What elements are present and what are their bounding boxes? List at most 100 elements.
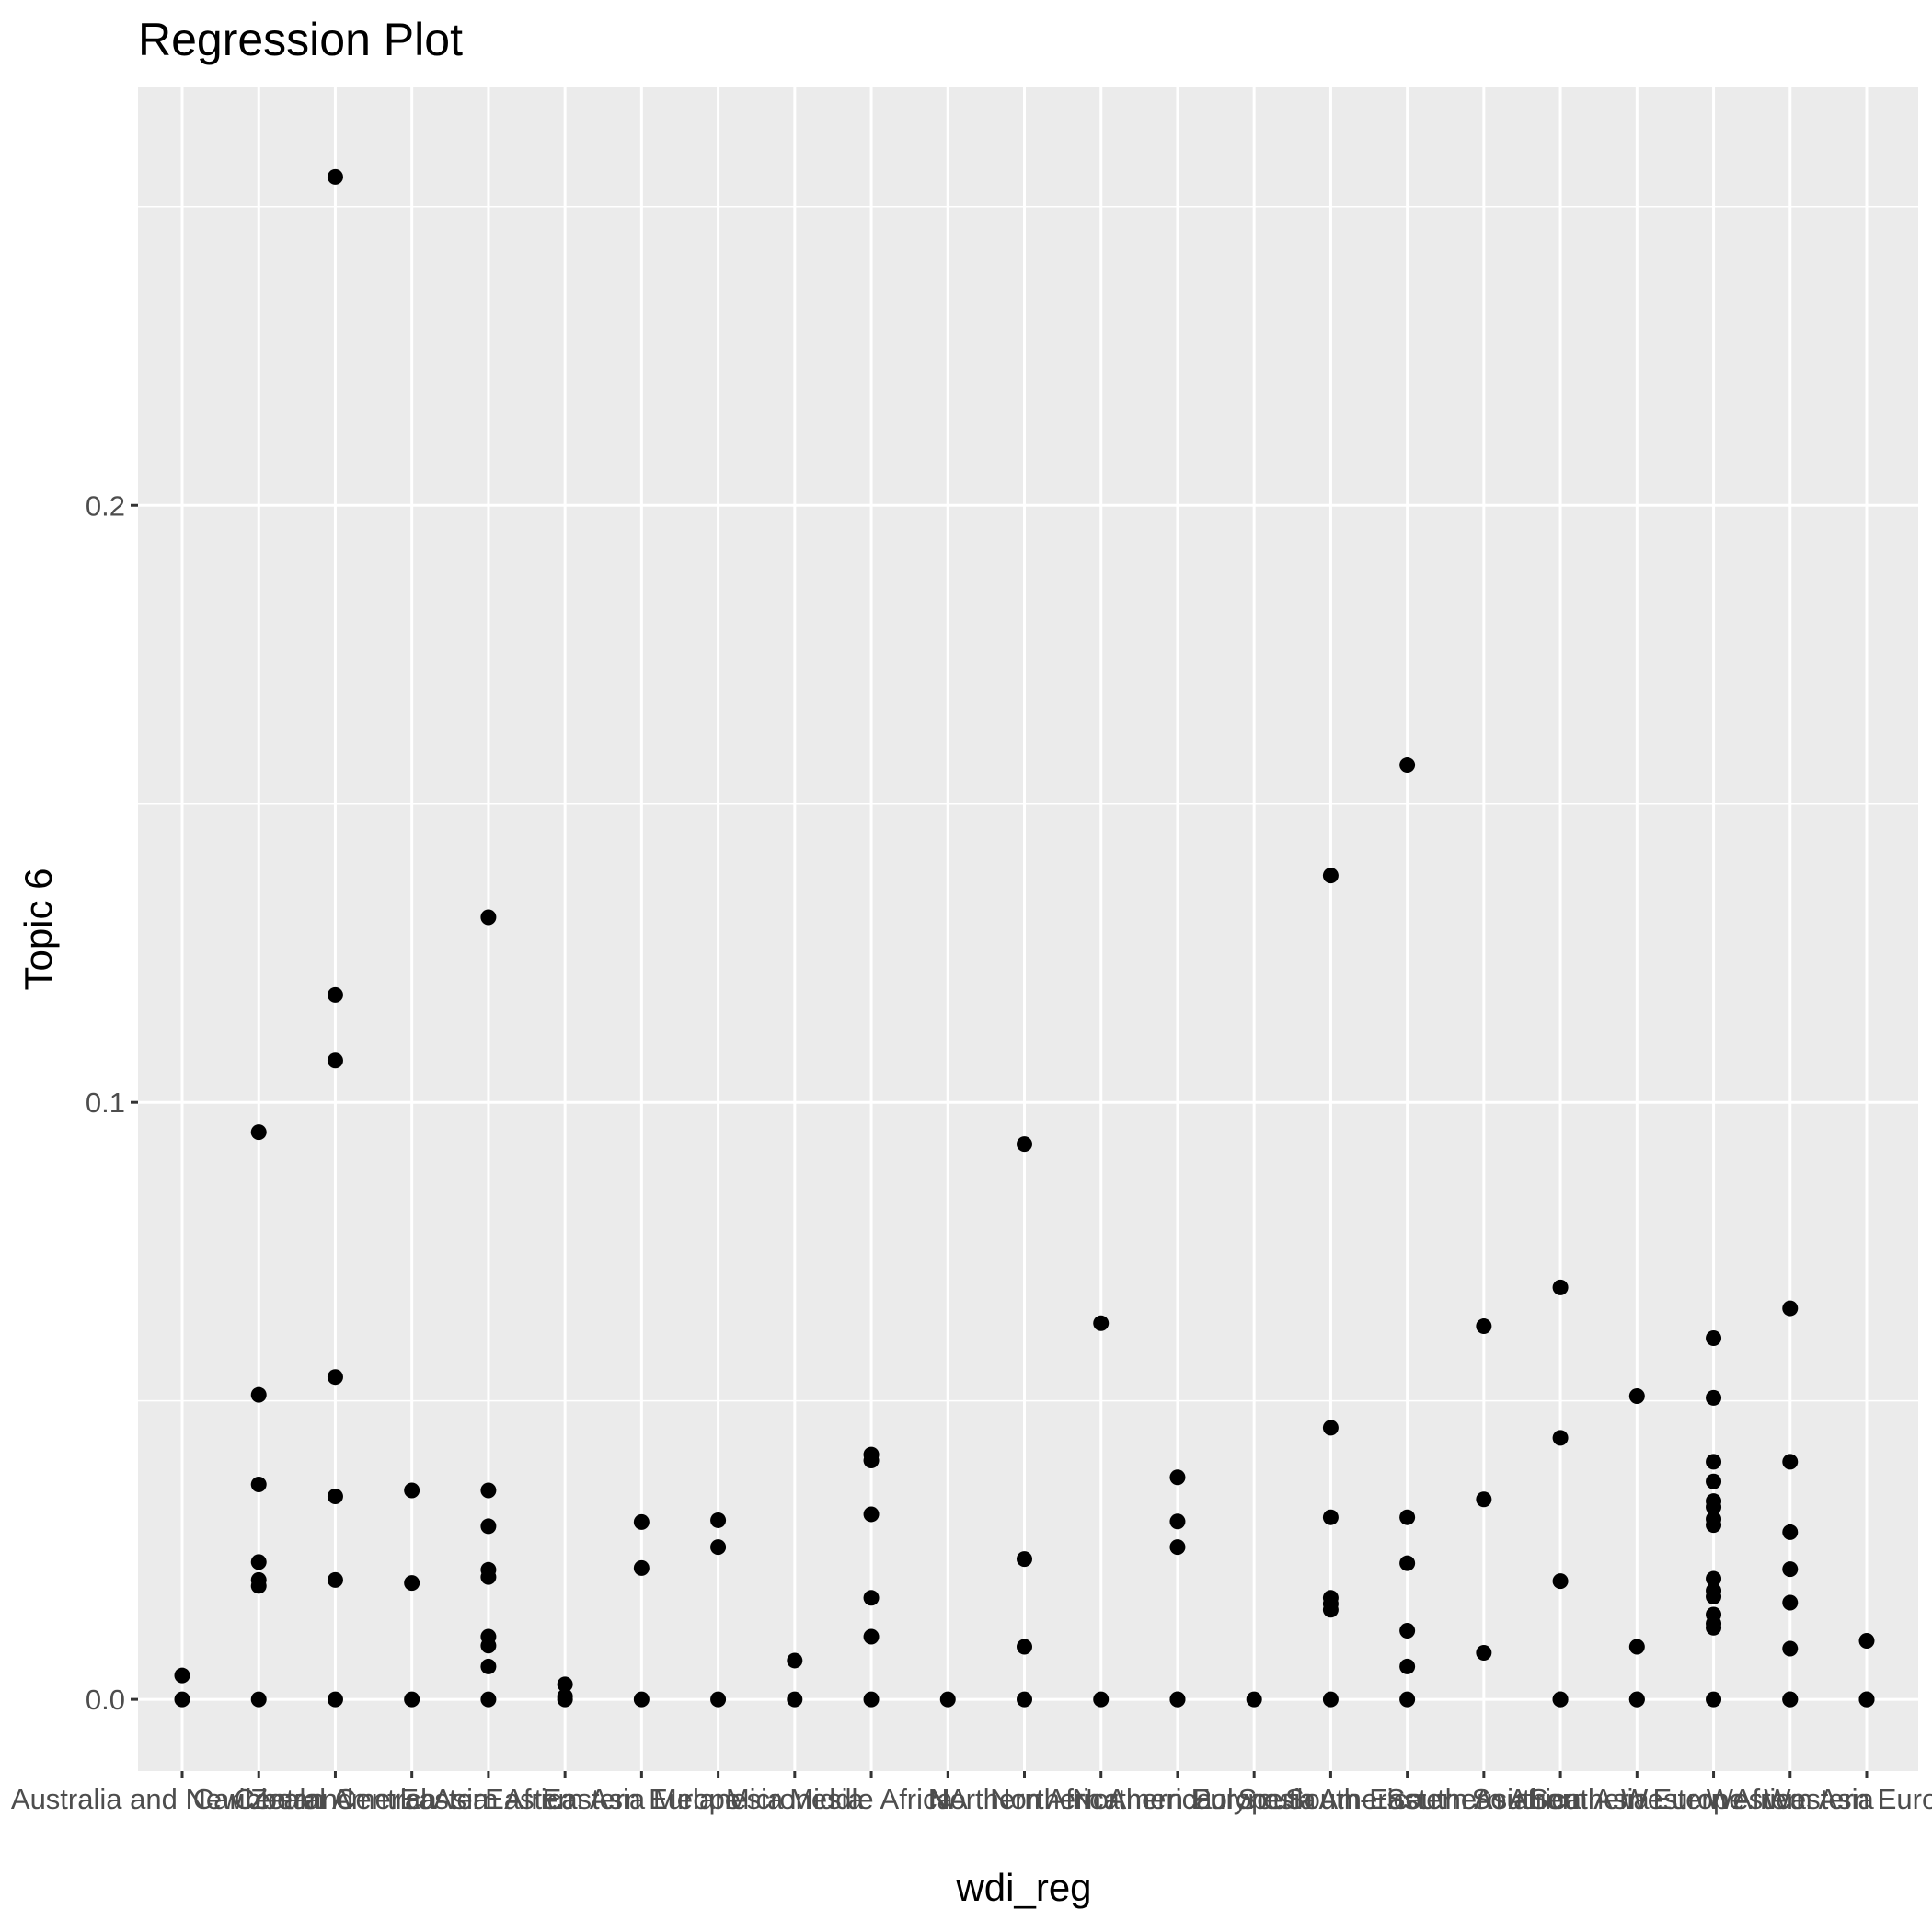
data-point [1399,1658,1416,1674]
x-tick-label: Melanesia [653,1783,784,1815]
data-point [327,1488,343,1504]
data-point [1017,1551,1032,1568]
x-tick-label: Northern Africa [929,1783,1121,1815]
data-point [1628,1387,1645,1404]
data-point [327,1369,343,1386]
x-tick-label: Australia and New Zealand [11,1783,353,1815]
data-point [327,1691,343,1708]
x-tick-label: South America [1238,1783,1424,1815]
data-point [1322,1590,1339,1606]
data-point [480,1658,497,1674]
x-tick-label: Eastern Africa [399,1783,578,1815]
x-tick-label: Western Asia [1707,1783,1875,1815]
data-point [1706,1454,1722,1470]
data-point [1093,1315,1110,1331]
data-point [1017,1639,1032,1655]
x-tick-label: Western Africa [1621,1783,1807,1815]
data-point [1246,1691,1262,1708]
data-point [1782,1561,1799,1578]
data-point [863,1691,880,1708]
data-point [1782,1524,1799,1540]
data-point [1782,1594,1799,1611]
y-axis-title: Topic 6 [17,868,60,990]
data-point [250,1477,267,1493]
data-point [1706,1493,1722,1510]
x-axis-ticks: Australia and New ZealandCaribbeanCentra… [11,1771,1932,1815]
data-point [787,1652,803,1669]
data-point [1169,1691,1186,1708]
x-tick-label: Polynesia [1192,1783,1317,1815]
data-point [1706,1606,1722,1623]
data-point [710,1691,727,1708]
x-tick-label: Central Asia [335,1783,489,1815]
x-tick-label: Southern Europe [1529,1783,1744,1815]
data-point [1552,1691,1569,1708]
data-point [404,1575,420,1592]
data-point [327,986,343,1003]
x-tick-label: Western Europe [1764,1783,1932,1815]
x-tick-label: South-Eastern Asia [1285,1783,1530,1815]
data-point [1399,1623,1416,1639]
data-point [863,1446,880,1463]
data-point [174,1667,190,1684]
data-point [480,909,497,926]
data-point [1628,1691,1645,1708]
data-point [1706,1330,1722,1347]
data-point [1169,1513,1186,1530]
x-tick-label: Southern Asia [1472,1783,1650,1815]
data-point [480,1691,497,1708]
data-point [1552,1279,1569,1295]
data-points [174,168,1875,1708]
data-point [1322,1420,1339,1436]
data-point [480,1482,497,1499]
data-point [480,1561,497,1578]
x-tick-label: Central America [234,1783,437,1815]
data-point [1017,1691,1032,1708]
data-point [480,1628,497,1645]
data-point [1706,1582,1722,1599]
data-point [1782,1640,1799,1657]
data-point [327,1052,343,1069]
grid-major [138,87,1918,1771]
data-point [633,1691,650,1708]
data-point [1017,1136,1032,1153]
data-point [1858,1633,1875,1650]
data-point [327,1571,343,1588]
data-point [250,1571,267,1588]
data-point [1322,1691,1339,1708]
data-point [633,1513,650,1530]
data-point [939,1691,956,1708]
x-tick-label: Caribbean [193,1783,325,1815]
data-point [1782,1300,1799,1317]
x-tick-label: NA [928,1783,968,1815]
data-point [557,1676,573,1693]
data-point [1858,1691,1875,1708]
data-point [1552,1430,1569,1446]
data-point [327,168,343,185]
y-axis-ticks: 0.0 0.1 0.2 [86,489,138,1716]
data-point [787,1691,803,1708]
data-point [1706,1570,1722,1587]
data-point [250,1554,267,1570]
x-tick-label: Northern Europe [1072,1783,1282,1815]
x-tick-label: Eastern Asia [485,1783,646,1815]
x-tick-label: Middle Africa [789,1783,953,1815]
y-tick-label: 0.0 [86,1684,125,1716]
chart-title: Regression Plot [138,14,463,65]
x-tick-label: Micronesia [726,1783,865,1815]
data-point [404,1691,420,1708]
data-point [710,1512,727,1528]
plot-panel [138,87,1918,1771]
data-point [863,1628,880,1645]
data-point [1706,1389,1722,1406]
data-point [1476,1645,1492,1662]
data-point [250,1386,267,1403]
x-tick-label: Eastern Europe [543,1783,741,1815]
data-point [1399,1691,1416,1708]
x-tick-label: Southern Africa [1386,1783,1582,1815]
data-point [1706,1511,1722,1527]
data-point [863,1506,880,1523]
data-point [1399,1509,1416,1525]
data-point [863,1590,880,1606]
